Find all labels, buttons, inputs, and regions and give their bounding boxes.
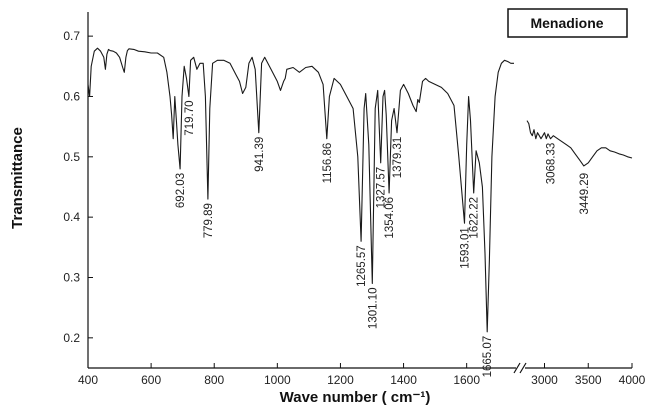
- peak-label: 1156.86: [322, 143, 334, 184]
- peak-label: 1593.01: [460, 227, 472, 269]
- x-tick-label: 3500: [575, 373, 602, 387]
- spectrum-line-2: [526, 120, 633, 167]
- peak-label: 779.89: [203, 203, 215, 238]
- x-tick-label: 1600: [453, 373, 480, 387]
- peak-label: 692.03: [175, 173, 187, 208]
- x-tick-label: 600: [141, 373, 161, 387]
- x-tick-label: 800: [204, 373, 224, 387]
- x-tick-label: 400: [78, 373, 98, 387]
- y-tick-label: 0.3: [63, 270, 80, 284]
- peak-label: 719.70: [184, 101, 196, 136]
- x-axis-title: Wave number ( cm⁻¹): [280, 389, 431, 406]
- legend: Menadione: [507, 8, 628, 38]
- x-tick-label: 1200: [327, 373, 354, 387]
- peak-label: 1327.57: [376, 167, 388, 209]
- peak-label: 1301.10: [367, 288, 379, 330]
- x-tick-label: 1000: [264, 373, 291, 387]
- x-tick-label: 1400: [390, 373, 417, 387]
- peak-label: 1622.22: [469, 197, 481, 239]
- x-tick-label: 3000: [531, 373, 558, 387]
- x-tick-label: 4000: [619, 373, 646, 387]
- y-axis-title: Transmittance: [9, 127, 26, 229]
- axis-break-mark: [513, 362, 521, 374]
- peak-label: 1379.31: [392, 137, 404, 179]
- peak-label: 1354.06: [384, 197, 396, 239]
- axes: 0.2 0.3 0.4 0.5 0.6 0.7 400 600 800 1000 1200 1400 1…: [63, 12, 646, 387]
- peak-label: 1665.07: [482, 336, 494, 378]
- y-tick-label: 0.5: [63, 150, 80, 164]
- spectrum-line-1: [87, 47, 514, 333]
- peak-label: 3449.29: [579, 173, 591, 215]
- legend-label: Menadione: [530, 15, 603, 31]
- y-tick-label: 0.2: [63, 331, 80, 345]
- axis-break-mark: [519, 362, 527, 374]
- peak-label: 3068.33: [546, 143, 558, 185]
- series-lines: [87, 47, 633, 333]
- y-tick-label: 0.7: [63, 29, 80, 43]
- y-tick-label: 0.4: [63, 210, 80, 224]
- legend-box: [507, 8, 628, 38]
- peak-label: 941.39: [254, 137, 266, 172]
- y-tick-label: 0.6: [63, 89, 80, 103]
- peak-label: 1265.57: [356, 245, 368, 287]
